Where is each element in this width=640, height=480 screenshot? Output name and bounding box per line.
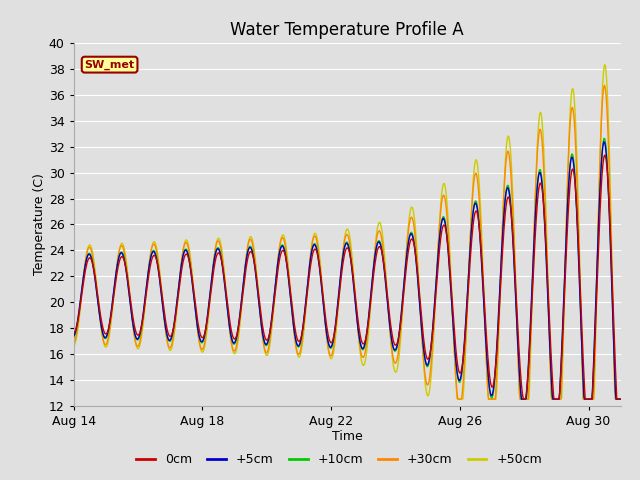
Title: Water Temperature Profile A: Water Temperature Profile A — [230, 21, 464, 39]
Legend: 0cm, +5cm, +10cm, +30cm, +50cm: 0cm, +5cm, +10cm, +30cm, +50cm — [131, 448, 547, 471]
Text: SW_met: SW_met — [84, 60, 134, 70]
Y-axis label: Temperature (C): Temperature (C) — [33, 173, 46, 276]
X-axis label: Time: Time — [332, 431, 363, 444]
